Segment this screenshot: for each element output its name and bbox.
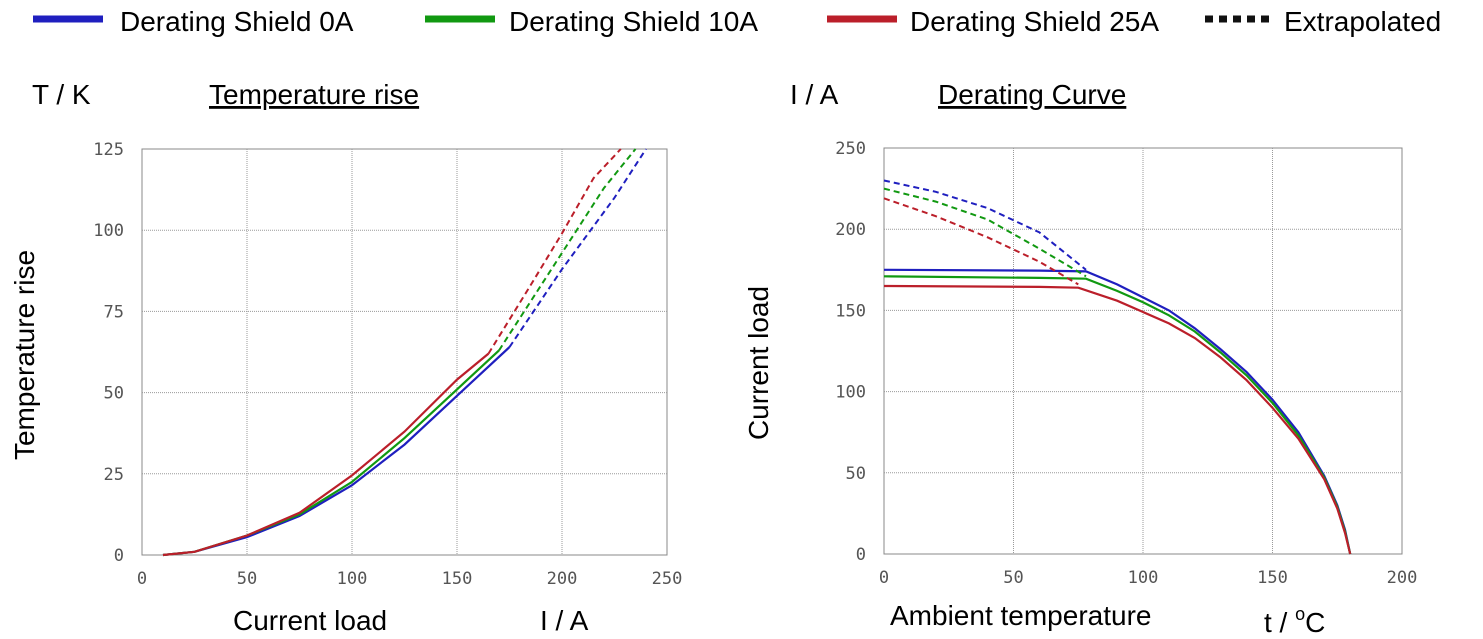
y-tick-label: 50 [846,464,866,484]
legend-label-shield-25a: Derating Shield 25A [910,6,1159,37]
chart2-tick-labels: 0 50 100 150 200 0 50 100 150 200 250 [835,139,1417,588]
chart1-xunit: I / A [540,605,589,636]
chart1-plot-area [141,148,668,556]
series-derating-shield-25a-measured [162,352,490,557]
chart-derating-curve: I / A Derating Curve Current load Ambien… [743,79,1417,638]
y-tick-label: 0 [856,545,866,565]
chart2-xunit-prefix: t / [1264,607,1295,638]
chart1-tick-labels: 0 50 100 150 200 250 0 25 50 75 100 125 [93,140,682,589]
x-tick-label: 50 [237,569,257,589]
series-derating-shield-25a-extrapolated [883,197,1079,286]
chart2-ylabel: Current load [743,286,774,440]
x-tick-label: 50 [1003,568,1023,588]
y-tick-label: 100 [835,383,866,403]
y-tick-label: 0 [114,546,124,566]
chart2-unit-label: I / A [790,79,839,110]
legend-label-extrapolated: Extrapolated [1284,6,1441,37]
series-derating-shield-0a-extrapolated [508,148,647,348]
series-derating-shield-10a-extrapolated [498,148,637,351]
x-tick-label: 0 [879,568,889,588]
x-tick-label: 200 [1387,568,1418,588]
chart1-xlabel: Current load [233,605,387,636]
x-tick-label: 200 [547,569,578,589]
y-tick-label: 250 [835,139,866,159]
x-tick-label: 150 [442,569,473,589]
y-tick-label: 50 [104,384,124,404]
y-tick-label: 150 [835,301,866,321]
chart1-grid [142,149,667,555]
y-tick-label: 200 [835,220,866,240]
x-tick-label: 0 [137,569,147,589]
chart2-xunit: t / oC [1264,604,1325,638]
legend-label-shield-0a: Derating Shield 0A [120,6,354,37]
chart2-xunit-suffix: C [1305,607,1325,638]
y-tick-label: 25 [104,465,124,485]
x-tick-label: 150 [1257,568,1288,588]
legend: Derating Shield 0A Derating Shield 10A D… [33,6,1441,37]
x-tick-label: 100 [337,569,368,589]
legend-label-shield-10a: Derating Shield 10A [509,6,758,37]
chart1-unit-label: T / K [32,79,91,110]
series-derating-shield-10a-extrapolated [883,187,1087,278]
chart1-title: Temperature rise [209,79,419,110]
chart2-grid [884,148,1402,554]
series-derating-shield-10a-measured [162,349,500,557]
chart2-title: Derating Curve [938,79,1126,110]
x-tick-label: 100 [1128,568,1159,588]
chart2-xlabel: Ambient temperature [890,600,1151,631]
series-derating-shield-10a-measured [883,275,1352,555]
chart1-ylabel: Temperature rise [9,250,40,460]
y-tick-label: 100 [93,221,124,241]
series-derating-shield-25a-extrapolated [487,148,622,355]
chart2-xunit-sup: o [1295,604,1305,624]
chart1-series [162,148,647,557]
y-tick-label: 125 [93,140,124,160]
y-tick-label: 75 [104,302,124,322]
x-tick-label: 250 [652,569,683,589]
series-derating-shield-25a-measured [883,284,1352,555]
series-derating-shield-0a-extrapolated [883,179,1087,271]
chart2-series [883,179,1352,555]
chart-temperature-rise: T / K Temperature rise Temperature rise … [9,79,682,636]
